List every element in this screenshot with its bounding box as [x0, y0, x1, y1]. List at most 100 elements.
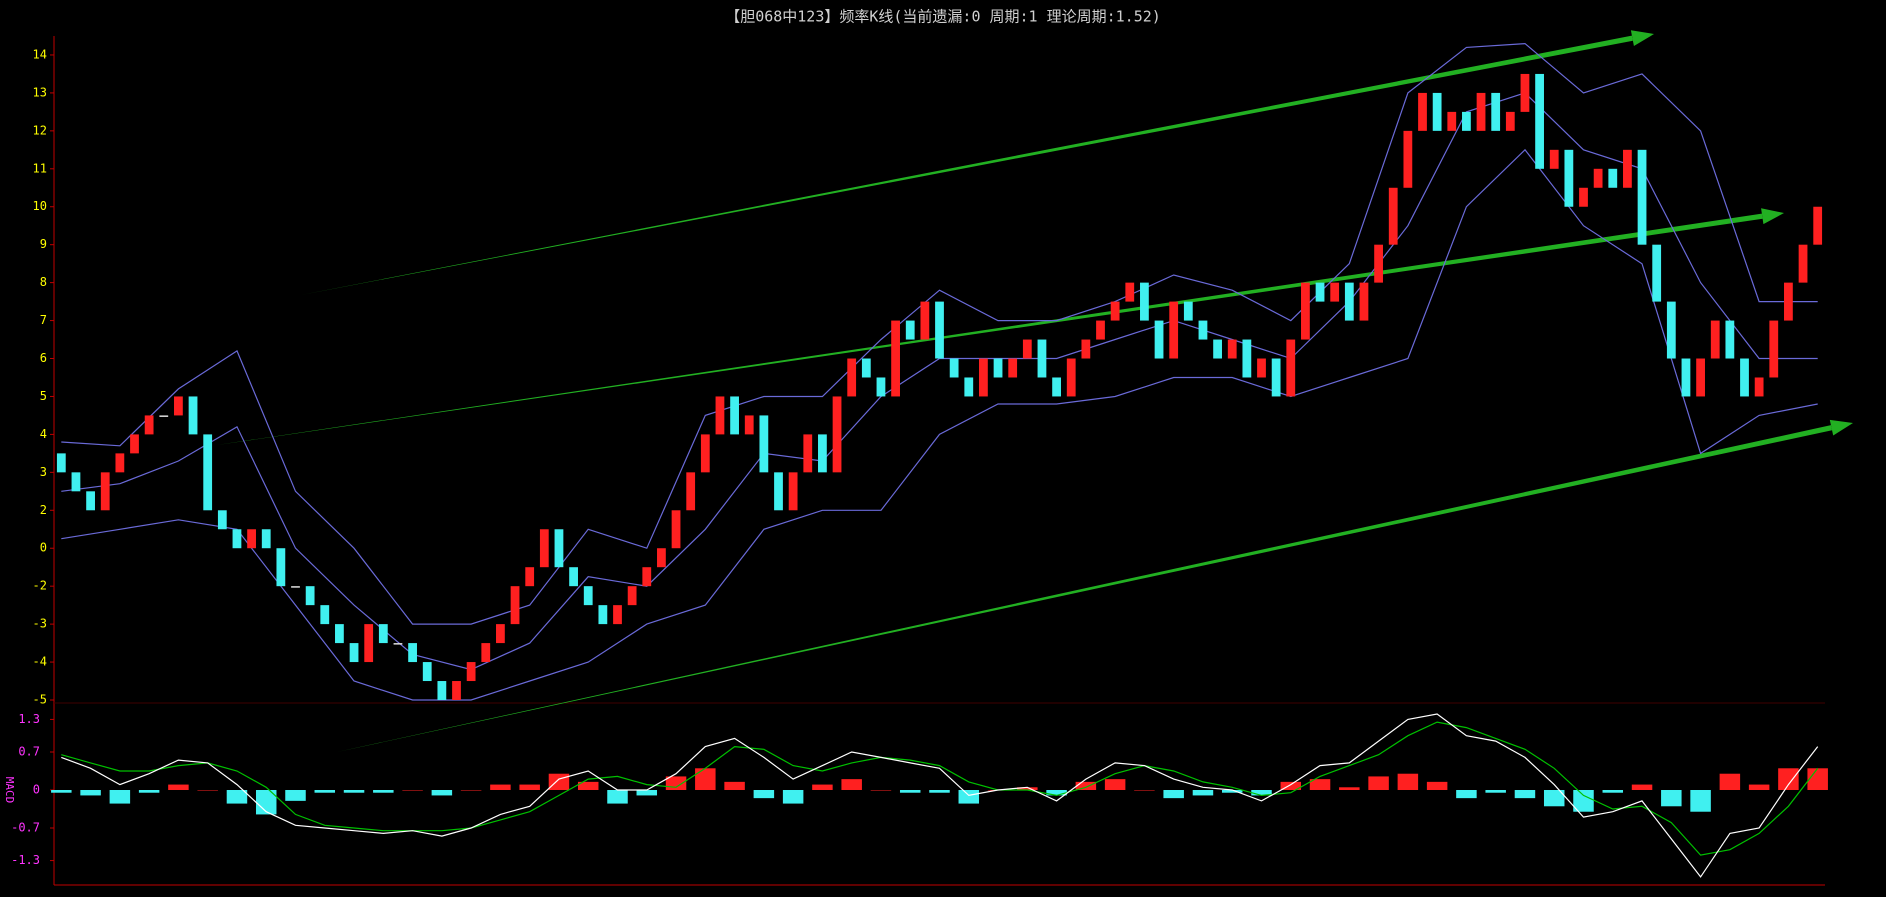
macd-bar — [870, 790, 892, 791]
macd-bar — [1017, 787, 1038, 790]
candle — [496, 624, 505, 644]
candle — [1462, 111, 1471, 131]
macd-bar — [1339, 787, 1360, 790]
macd-bar — [1163, 790, 1184, 799]
candle — [1169, 301, 1179, 359]
candle — [364, 624, 374, 663]
y-tick-label: 3 — [40, 465, 47, 479]
candle — [320, 605, 330, 625]
candle — [203, 434, 213, 511]
y-tick-label: 2 — [40, 503, 47, 517]
candle — [891, 320, 900, 397]
macd-bar — [373, 790, 394, 793]
candle — [1081, 339, 1091, 359]
candle — [1754, 377, 1764, 397]
candle — [539, 529, 549, 568]
candle — [437, 681, 447, 700]
candle — [832, 396, 842, 473]
candle — [276, 548, 286, 587]
y-tick-label: 0 — [33, 783, 40, 797]
y-tick-label: 5 — [40, 389, 47, 403]
y-tick-label: -5 — [33, 693, 47, 707]
macd-bar — [1573, 790, 1594, 812]
candle — [1696, 358, 1705, 397]
macd-bar — [548, 773, 570, 790]
macd-bar — [1602, 790, 1624, 793]
candle — [86, 491, 95, 511]
candle — [935, 301, 944, 359]
candle — [1344, 282, 1354, 321]
candle — [261, 529, 271, 549]
y-tick-label: -3 — [33, 617, 47, 631]
y-tick-label: -1.3 — [11, 853, 40, 867]
candle — [657, 548, 666, 568]
candle — [174, 396, 183, 416]
candle — [247, 529, 256, 549]
candle — [1096, 320, 1105, 340]
candle — [876, 377, 886, 397]
candle — [1681, 358, 1691, 397]
candle — [1052, 377, 1061, 397]
macd-bar — [1134, 790, 1155, 791]
candle — [1784, 282, 1793, 321]
candle — [1242, 339, 1252, 378]
macd-bar — [255, 790, 277, 815]
macd-bar — [1104, 779, 1126, 790]
candle — [115, 453, 125, 473]
macd-bar — [1368, 776, 1389, 790]
trend-arrow-shaft — [337, 425, 1833, 752]
candle — [1740, 358, 1749, 397]
candle — [1549, 149, 1559, 169]
macd-bar — [577, 781, 599, 790]
macd-bar — [460, 790, 482, 791]
y-tick-label: 0.7 — [18, 745, 40, 759]
y-tick-label: 13 — [33, 85, 47, 99]
candle — [1140, 282, 1149, 321]
candle — [979, 358, 988, 397]
candle — [730, 396, 739, 435]
candle — [920, 301, 930, 340]
candle — [466, 662, 476, 682]
candle — [393, 643, 403, 645]
candle — [1564, 149, 1574, 207]
candle — [422, 662, 432, 682]
candle — [510, 586, 520, 625]
candle — [1110, 301, 1120, 321]
candle — [1037, 339, 1047, 378]
candle — [613, 605, 622, 625]
macd-bar — [1221, 790, 1243, 793]
trend-arrow-head — [1630, 30, 1654, 47]
macd-bar — [402, 790, 423, 791]
trend-arrow-head — [1829, 419, 1853, 436]
candle — [56, 453, 66, 473]
candle — [744, 415, 754, 435]
candle — [1008, 358, 1018, 378]
macd-bar — [1807, 768, 1828, 790]
macd-bar — [899, 790, 921, 793]
macd-bar — [197, 790, 218, 791]
candle — [1271, 358, 1281, 397]
macd-bar — [314, 790, 336, 793]
macd-bar — [753, 790, 775, 799]
macd-bar — [109, 790, 131, 804]
macd-bar — [812, 784, 833, 790]
macd-bar — [929, 790, 950, 793]
candle — [1301, 282, 1310, 340]
candle — [291, 586, 300, 588]
candle — [408, 643, 417, 663]
macd-bar — [724, 781, 745, 790]
macd-bar — [782, 790, 804, 804]
y-tick-label: 9 — [40, 237, 47, 251]
candle — [1491, 92, 1501, 131]
macd-bar — [1778, 768, 1799, 790]
candle — [788, 472, 798, 511]
candle — [1798, 244, 1808, 283]
candle — [847, 358, 857, 397]
y-tick-label: 0 — [40, 541, 47, 555]
candle — [1183, 301, 1193, 321]
macd-label: MACD — [3, 777, 16, 804]
candle — [774, 472, 783, 511]
candle — [1710, 320, 1720, 359]
candle — [905, 320, 915, 340]
